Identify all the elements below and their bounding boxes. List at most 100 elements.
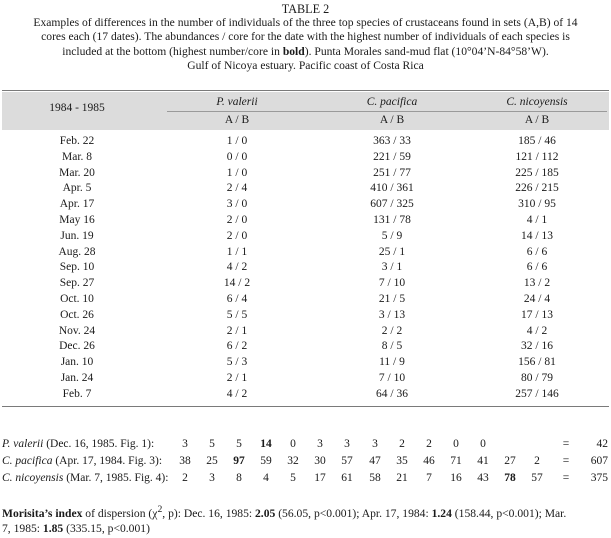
core-count: 0 bbox=[290, 438, 296, 450]
core-count: 0 bbox=[480, 438, 486, 450]
core-count: 30 bbox=[314, 455, 326, 467]
morisita-value: 2.05 bbox=[255, 506, 276, 520]
table-row: Jan. 24 2 / 1 7 / 10 80 / 79 bbox=[2, 372, 609, 387]
nicoyensis-cell: 121 / 112 bbox=[515, 150, 559, 163]
table-title: TABLE 2 bbox=[281, 2, 330, 16]
core-count: 8 bbox=[236, 472, 242, 484]
species-detail: (Dec. 16, 1985. Fig. 1): bbox=[43, 438, 155, 450]
date-cell: Sep. 27 bbox=[59, 277, 95, 290]
table-row: May 16 2 / 0 131 / 78 4 / 1 bbox=[2, 214, 609, 229]
date-cell: Feb. 7 bbox=[62, 387, 92, 400]
date-cell: Jan. 24 bbox=[60, 372, 94, 384]
pacifica-cell: 7 / 10 bbox=[378, 372, 406, 384]
species-core-row: C. pacifica (Apr. 17, 1984. Fig. 3): 38 25… bbox=[2, 455, 609, 470]
table-row: Oct. 26 5 / 5 3 / 13 17 / 13 bbox=[2, 309, 609, 324]
morisita-text: of dispersion (χ bbox=[82, 506, 158, 520]
date-cell: Apr. 17 bbox=[59, 198, 95, 211]
table-row: Feb. 7 4 / 2 64 / 36 257 / 146 bbox=[2, 388, 609, 403]
morisita-sup: 2 bbox=[157, 504, 163, 515]
species-detail: (Apr. 17, 1984. Fig. 3): bbox=[52, 455, 163, 467]
core-total: 607 bbox=[590, 455, 608, 467]
table-row: Jun. 19 2 / 0 5 / 9 14 / 13 bbox=[2, 230, 609, 245]
core-count: 35 bbox=[396, 455, 408, 467]
morisita-label: Morisita’s index bbox=[2, 506, 83, 520]
caption-line: included at the bottom (highest number/c… bbox=[0, 45, 611, 59]
date-cell: Aug. 28 bbox=[58, 245, 96, 258]
core-count: 3 bbox=[209, 472, 215, 484]
core-count: 57 bbox=[531, 472, 543, 484]
pacifica-cell: 21 / 5 bbox=[378, 293, 406, 305]
date-cell: Mar. 8 bbox=[61, 150, 93, 163]
pacifica-cell: 11 / 9 bbox=[379, 356, 405, 369]
core-count: 27 bbox=[504, 455, 516, 467]
core-count: 5 bbox=[290, 472, 296, 484]
date-cell: Apr. 5 bbox=[62, 182, 92, 195]
core-count: 7 bbox=[426, 472, 432, 484]
ab-header-valerii: A / B bbox=[224, 114, 250, 126]
equals-sign: = bbox=[562, 455, 570, 467]
equals-sign: = bbox=[562, 438, 570, 450]
period-header: 1984 - 1985 bbox=[49, 102, 105, 114]
valerii-cell: 0 / 0 bbox=[226, 150, 248, 163]
species-detail: (Mar. 7, 1985. Fig. 4): bbox=[63, 472, 169, 484]
table-row: Sep. 27 14 / 2 7 / 10 13 / 2 bbox=[2, 277, 609, 292]
valerii-cell: 6 / 4 bbox=[226, 293, 248, 305]
caption-line: Examples of differences in the number of… bbox=[33, 16, 578, 30]
pacifica-cell: 607 / 325 bbox=[370, 198, 414, 211]
core-count: 16 bbox=[450, 472, 462, 484]
nicoyensis-cell: 185 / 46 bbox=[518, 135, 556, 147]
caption-text: included at the bottom (highest number/c… bbox=[62, 44, 283, 58]
table-row: Mar. 8 0 / 0 221 / 59 121 / 112 bbox=[2, 151, 609, 166]
equals-sign: = bbox=[562, 472, 570, 484]
core-count: 3 bbox=[344, 438, 350, 450]
valerii-cell: 2 / 0 bbox=[226, 214, 248, 226]
core-count: 78 bbox=[504, 472, 516, 484]
core-count: 3 bbox=[182, 438, 188, 450]
table-bottom-rule bbox=[2, 406, 609, 407]
valerii-cell: 1 / 1 bbox=[226, 245, 248, 258]
core-count: 2 bbox=[182, 472, 188, 484]
table-row: Jan. 10 5 / 3 11 / 9 156 / 81 bbox=[2, 356, 609, 371]
table-row: Mar. 20 1 / 0 251 / 77 225 / 185 bbox=[2, 167, 609, 182]
caption-text: ). Punta Morales sand-mud flat (10°04’N-… bbox=[304, 44, 549, 58]
core-count: 14 bbox=[260, 438, 272, 450]
morisita-value: 1.85 bbox=[42, 521, 64, 535]
morisita-note: Morisita’s index of dispersion (χ2, p): … bbox=[2, 502, 608, 536]
pacifica-cell: 3 / 1 bbox=[381, 261, 403, 274]
table-header: 1984 - 1985 P. valerii C. pacifica C. ni… bbox=[2, 92, 609, 130]
ab-header-nicoyensis: A / B bbox=[524, 114, 550, 126]
date-cell: Jun. 19 bbox=[60, 229, 94, 242]
table-row: Apr. 5 2 / 4 410 / 361 226 / 215 bbox=[2, 182, 609, 197]
core-count: 21 bbox=[396, 472, 408, 484]
nicoyensis-cell: 226 / 215 bbox=[515, 182, 559, 195]
core-count: 2 bbox=[399, 438, 405, 450]
valerii-cell: 4 / 2 bbox=[226, 261, 248, 274]
valerii-cell: 3 / 0 bbox=[226, 198, 248, 211]
core-count: 25 bbox=[206, 455, 218, 467]
valerii-cell: 6 / 2 bbox=[226, 340, 248, 353]
table-row: Feb. 22 1 / 0 363 / 33 185 / 46 bbox=[2, 135, 609, 150]
nicoyensis-cell: 156 / 81 bbox=[518, 356, 556, 369]
core-count: 61 bbox=[341, 472, 353, 484]
core-count: 57 bbox=[341, 455, 353, 467]
date-cell: Mar. 20 bbox=[59, 166, 95, 179]
nicoyensis-cell: 4 / 1 bbox=[526, 214, 548, 226]
valerii-cell: 2 / 1 bbox=[226, 372, 248, 384]
core-count: 0 bbox=[453, 438, 459, 450]
morisita-text: , p): Dec. 16, 1985: bbox=[162, 506, 255, 520]
nicoyensis-cell: 24 / 4 bbox=[523, 293, 551, 305]
date-cell: May 16 bbox=[59, 214, 95, 226]
valerii-cell: 2 / 1 bbox=[226, 324, 248, 337]
core-count: 59 bbox=[260, 455, 272, 467]
morisita-text: 7, 1985: bbox=[2, 521, 43, 535]
nicoyensis-cell: 6 / 6 bbox=[526, 261, 548, 274]
nicoyensis-cell: 14 / 13 bbox=[521, 229, 553, 242]
date-cell: Oct. 26 bbox=[60, 308, 94, 321]
species-core-label: C. nicoyensis (Mar. 7, 1985. Fig. 4): bbox=[2, 472, 168, 484]
table-row: Dec. 26 6 / 2 8 / 5 32 / 16 bbox=[2, 340, 609, 355]
header-divider bbox=[167, 111, 607, 112]
ab-header-pacifica: A / B bbox=[379, 114, 405, 126]
core-count: 32 bbox=[287, 455, 299, 467]
core-count: 43 bbox=[477, 472, 489, 484]
pacifica-cell: 3 / 13 bbox=[378, 308, 406, 321]
